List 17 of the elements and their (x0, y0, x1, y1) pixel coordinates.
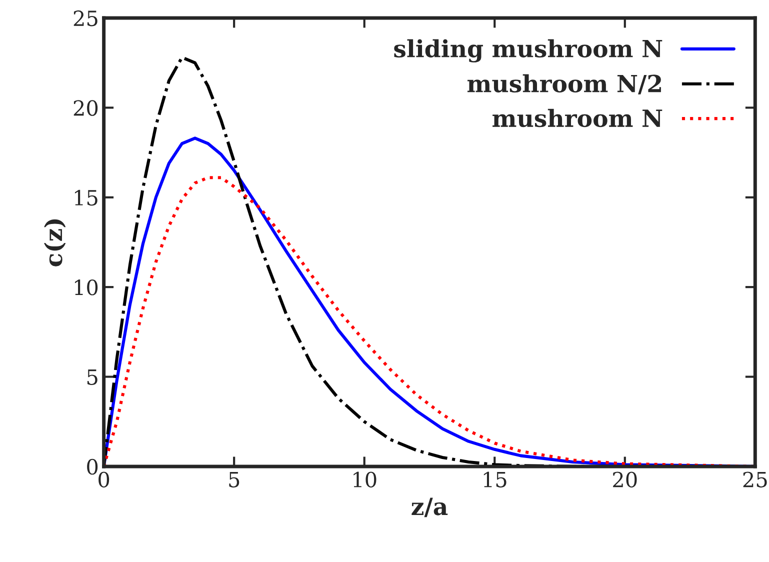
y-tick-label: 25 (74, 10, 98, 26)
x-tick-label: 20 (613, 472, 637, 488)
x-axis-title: z/a (412, 498, 448, 518)
y-tick-label: 10 (74, 280, 98, 296)
x-tick-label: 10 (354, 472, 376, 488)
y-tick-label: 0 (87, 458, 98, 475)
y-tick-label: 5 (87, 369, 98, 385)
legend-label: sliding mushroom N (394, 39, 662, 62)
y-tick-label: 15 (74, 190, 98, 206)
y-axis-title: c(z) (44, 219, 66, 266)
legend-label: mushroom N (492, 108, 662, 128)
legend-label: mushroom N/2 (467, 74, 661, 94)
y-tick-label: 20 (74, 100, 98, 116)
x-tick-label: 0 (98, 472, 110, 488)
x-tick-label: 5 (229, 472, 240, 488)
x-tick-label: 15 (484, 472, 506, 488)
x-tick-label: 25 (743, 472, 767, 488)
